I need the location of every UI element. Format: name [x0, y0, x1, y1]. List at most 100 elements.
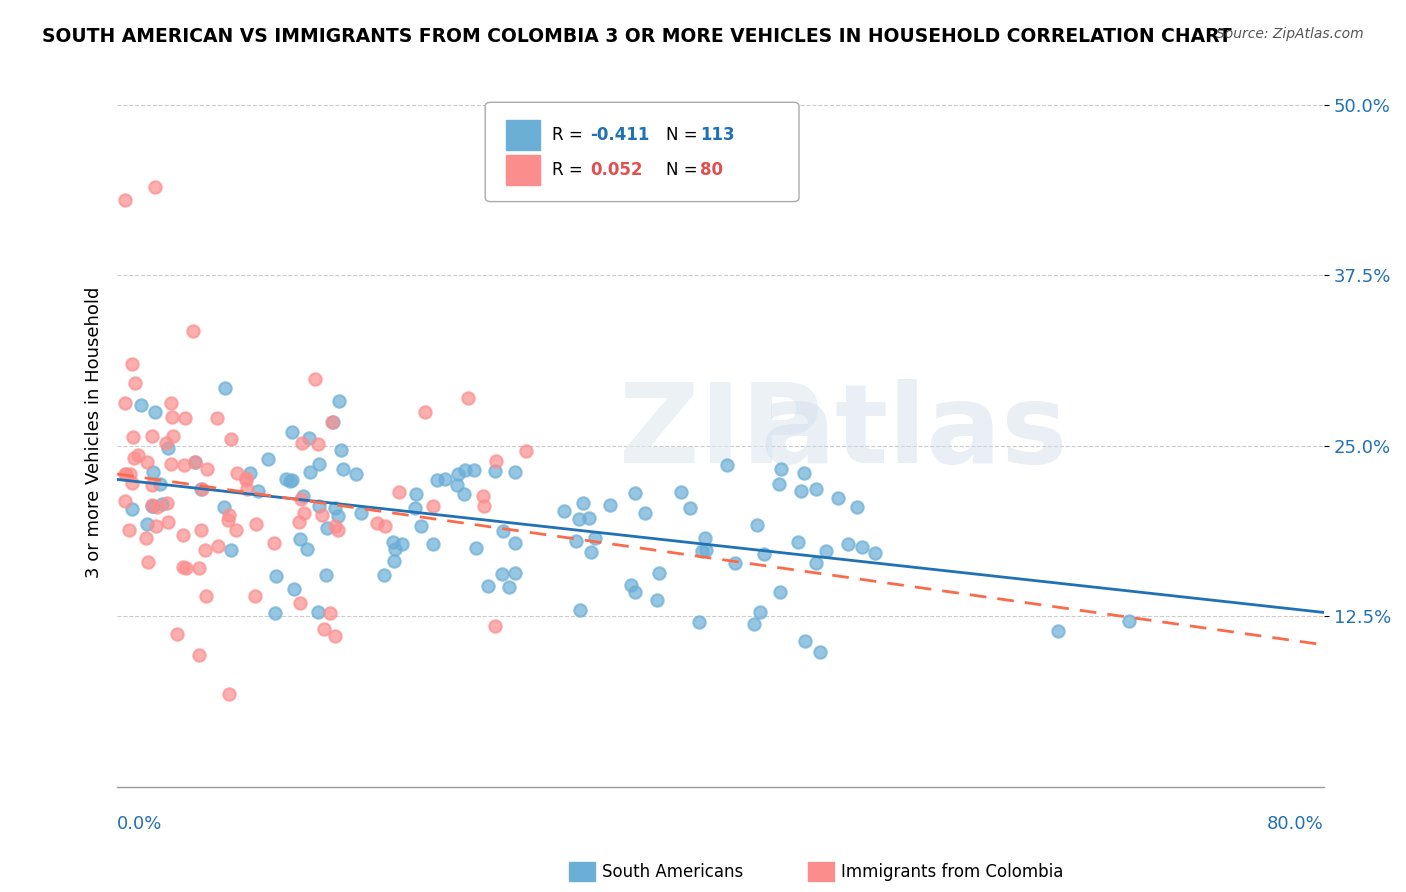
Text: 113: 113 — [700, 126, 735, 144]
Point — [129, 398, 152, 412]
Point — [246, 483, 269, 498]
Point — [308, 500, 330, 514]
Point — [264, 569, 287, 583]
Point — [457, 391, 479, 405]
Point — [422, 537, 444, 551]
Point — [141, 429, 163, 443]
Point — [183, 455, 205, 469]
Point — [174, 561, 197, 575]
Point — [447, 467, 470, 481]
Point — [166, 626, 188, 640]
Point — [143, 179, 166, 194]
Point — [141, 477, 163, 491]
Point — [114, 193, 136, 207]
Point — [413, 405, 436, 419]
Point — [283, 582, 305, 596]
Point — [503, 466, 526, 480]
Point — [173, 458, 195, 472]
Point — [553, 504, 575, 518]
Point — [422, 500, 444, 514]
Text: -0.411: -0.411 — [591, 126, 650, 144]
Point — [157, 441, 180, 455]
Point — [814, 544, 837, 558]
Point — [295, 541, 318, 556]
Point — [292, 506, 315, 520]
Text: 80: 80 — [700, 161, 723, 179]
Point — [298, 465, 321, 479]
Text: ZIP: ZIP — [619, 379, 823, 485]
Point — [135, 531, 157, 545]
Point — [257, 452, 280, 467]
Point — [863, 546, 886, 560]
Point — [323, 501, 346, 516]
Point — [569, 603, 592, 617]
Point — [384, 541, 406, 556]
Point — [366, 516, 388, 530]
Point — [453, 487, 475, 501]
Point — [218, 687, 240, 701]
Point — [564, 534, 586, 549]
Point — [145, 500, 167, 514]
Text: R =: R = — [551, 126, 588, 144]
Point — [194, 589, 217, 603]
Point — [281, 473, 304, 487]
Point — [316, 521, 339, 535]
Point — [187, 561, 209, 575]
Point — [851, 540, 873, 554]
Point — [263, 536, 285, 550]
Point — [217, 513, 239, 527]
Text: 80.0%: 80.0% — [1267, 815, 1324, 833]
Point — [690, 543, 713, 558]
Point — [749, 605, 772, 619]
Text: 0.0%: 0.0% — [117, 815, 163, 833]
Point — [142, 466, 165, 480]
Point — [207, 539, 229, 553]
Point — [155, 436, 177, 450]
Point — [688, 615, 710, 629]
Point — [647, 566, 669, 580]
Point — [752, 547, 775, 561]
Point — [484, 619, 506, 633]
Point — [679, 500, 702, 515]
Point — [225, 524, 247, 538]
Point — [195, 462, 218, 476]
Point — [583, 531, 606, 545]
Point — [328, 523, 350, 537]
Point — [308, 457, 330, 471]
Point — [391, 537, 413, 551]
Point — [160, 458, 183, 472]
Point — [311, 508, 333, 522]
Point — [477, 579, 499, 593]
Point — [472, 489, 495, 503]
Point — [304, 372, 326, 386]
Point — [484, 464, 506, 478]
Point — [135, 517, 157, 532]
Point — [323, 519, 346, 533]
Point — [323, 629, 346, 643]
Point — [290, 532, 312, 546]
Point — [114, 493, 136, 508]
Point — [578, 511, 600, 525]
Point — [328, 393, 350, 408]
Point — [174, 411, 197, 425]
Point — [620, 578, 643, 592]
Point — [693, 531, 716, 545]
Point — [114, 396, 136, 410]
Point — [633, 506, 655, 520]
Point — [426, 473, 449, 487]
Point — [162, 409, 184, 424]
Point — [157, 515, 180, 529]
Point — [307, 605, 329, 619]
Point — [322, 415, 344, 429]
Point — [191, 482, 214, 496]
Point — [837, 537, 859, 551]
Point — [298, 431, 321, 445]
Point — [433, 472, 456, 486]
Point — [326, 508, 349, 523]
Point — [463, 463, 485, 477]
Point — [344, 467, 367, 481]
Point — [810, 645, 832, 659]
Text: 0.052: 0.052 — [591, 161, 643, 179]
Point — [804, 482, 827, 496]
Point — [149, 476, 172, 491]
